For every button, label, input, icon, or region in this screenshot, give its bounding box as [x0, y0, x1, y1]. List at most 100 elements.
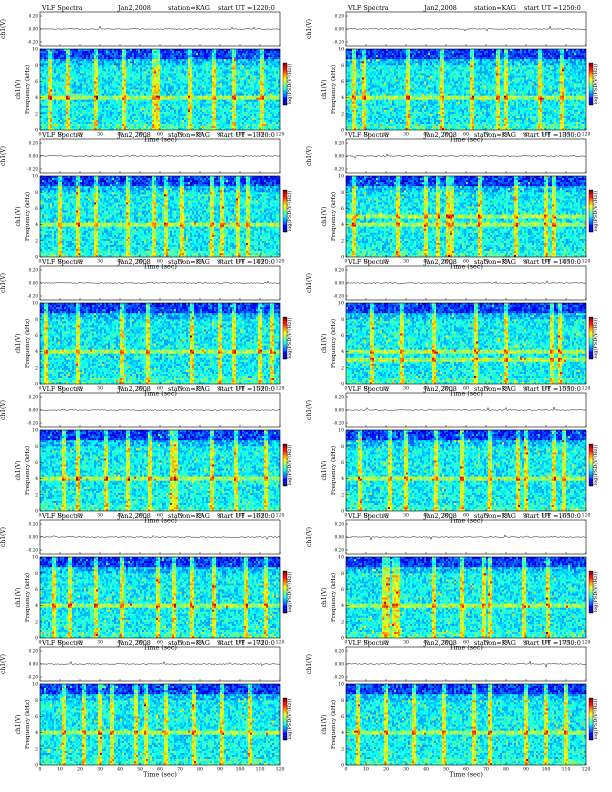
x-axis-label: Time (sec): [143, 136, 177, 144]
time-tick-label: 110: [562, 640, 571, 646]
time-tick-label: 120: [276, 767, 285, 773]
time-tick-label: 40: [423, 513, 429, 519]
ch1-tick-label: 0.00: [29, 281, 39, 286]
time-tick-label: 60: [463, 767, 469, 773]
time-tick-label: 110: [562, 513, 571, 519]
ch1-waveform: [39, 409, 281, 412]
time-tick-label: 100: [236, 640, 245, 646]
frequency-tick-label: 2: [35, 238, 38, 244]
frequency-tick-label: 8: [35, 317, 38, 323]
panel-station: station=KAG: [474, 3, 516, 13]
panel-date: Jan2,2008: [118, 384, 151, 394]
channel-label: ch1(V): [321, 714, 328, 734]
panel-title: VLF Spectra: [42, 3, 83, 13]
time-tick-label: 70: [177, 513, 183, 519]
time-tick-label: 0: [39, 386, 42, 392]
frequency-tick-label: 8: [341, 190, 344, 196]
colorbar-label: log(PSD(V²/Hz)): [592, 572, 599, 613]
ch1-tick-label: 0.00: [29, 408, 39, 413]
frequency-tick-label: 4: [341, 95, 344, 101]
time-tick-label: 0: [39, 259, 42, 265]
panel-station: station=KAG: [474, 511, 516, 521]
time-tick-label: 30: [403, 132, 409, 138]
colorbar: [588, 316, 594, 360]
time-tick-label: 50: [443, 259, 449, 265]
time-tick-label: 110: [256, 640, 265, 646]
time-tick-label: 50: [443, 386, 449, 392]
time-tick-label: 20: [77, 767, 83, 773]
ch1-waveform: [345, 280, 587, 285]
panel-date: Jan2,2008: [424, 638, 457, 648]
panel-title: VLF Spectra: [42, 384, 83, 394]
y-axis-label: Frequency (kHz): [24, 65, 31, 114]
time-tick-label: 110: [256, 513, 265, 519]
time-tick-label: 60: [157, 132, 163, 138]
frequency-tick-label: 8: [35, 63, 38, 69]
panel-title-line: VLF Spectra Jan2,2008 station=KAG start UT …: [0, 130, 286, 140]
time-tick-label: 110: [256, 132, 265, 138]
x-axis-label: Time (sec): [143, 390, 177, 398]
frequency-tick-label: 4: [341, 603, 344, 609]
time-tick-label: 40: [117, 767, 123, 773]
y-axis-label: Frequency (kHz): [330, 65, 337, 114]
ch1-tick-label: 0.00: [29, 154, 39, 159]
panel-station: station=KAG: [168, 257, 210, 267]
ch1-tick-label: 0.20: [335, 522, 345, 527]
spectrogram-cells: [346, 176, 587, 258]
frequency-tick-label: 6: [35, 206, 38, 212]
ch1-axis-label: ch1(V): [306, 273, 313, 293]
y-axis-label: Frequency (kHz): [330, 446, 337, 495]
time-tick-label: 0: [345, 513, 348, 519]
ch1-waveform: [345, 25, 587, 32]
time-tick-label: 30: [97, 259, 103, 265]
ch1-waveform: [345, 534, 587, 541]
time-tick-label: 20: [383, 767, 389, 773]
ch1-waveform: [345, 660, 587, 668]
ch1-tick-label: 0.00: [335, 662, 345, 667]
time-tick-label: 40: [423, 767, 429, 773]
time-tick-label: 30: [403, 767, 409, 773]
ch1-tick-label: -0.20: [27, 294, 38, 299]
y-axis-label: Frequency (kHz): [24, 700, 31, 749]
frequency-tick-label: 0: [35, 382, 38, 388]
time-tick-label: 100: [236, 259, 245, 265]
frequency-tick-label: 2: [35, 746, 38, 752]
ch1-tick-label: 0.20: [335, 141, 345, 146]
frequency-tick-label: 6: [341, 460, 344, 466]
time-tick-label: 80: [197, 767, 203, 773]
frequency-tick-label: 4: [35, 95, 38, 101]
time-tick-label: 90: [217, 640, 223, 646]
y-axis-label: Frequency (kHz): [24, 573, 31, 622]
time-tick-label: 30: [97, 767, 103, 773]
time-tick-label: 30: [403, 640, 409, 646]
time-tick-label: 30: [97, 640, 103, 646]
channel-label: ch1(V): [321, 79, 328, 99]
time-tick-label: 100: [542, 513, 551, 519]
panel-title-line: VLF Spectra Jan2,2008 station=KAG start UT …: [0, 511, 286, 521]
frequency-tick-label: 0: [341, 128, 344, 134]
time-tick-label: 40: [117, 386, 123, 392]
frequency-tick-label: 6: [341, 79, 344, 85]
time-tick-label: 60: [157, 386, 163, 392]
time-tick-label: 90: [523, 513, 529, 519]
spectrogram-cells: [346, 303, 587, 385]
panel-start-time: start UT =1250:0: [524, 3, 581, 13]
panel-start-time: start UT =1220:0: [218, 3, 275, 13]
ch1-axis-label: ch1(V): [306, 527, 313, 547]
panel-station: station=KAG: [168, 384, 210, 394]
spectra-panel: VLF Spectra Jan2,2008 station=KAG start UT …: [0, 130, 293, 271]
channel-label: ch1(V): [15, 460, 22, 480]
panel-start-time: start UT =1720:0: [218, 638, 275, 648]
panel-date: Jan2,2008: [424, 130, 457, 140]
time-tick-label: 120: [276, 386, 285, 392]
time-tick-label: 80: [503, 640, 509, 646]
frequency-tick-label: 0: [341, 763, 344, 769]
x-axis-label: Time (sec): [449, 644, 483, 652]
channel-label: ch1(V): [321, 206, 328, 226]
ch1-tick-label: -0.20: [333, 167, 344, 172]
channel-label: ch1(V): [15, 79, 22, 99]
time-tick-label: 70: [483, 259, 489, 265]
